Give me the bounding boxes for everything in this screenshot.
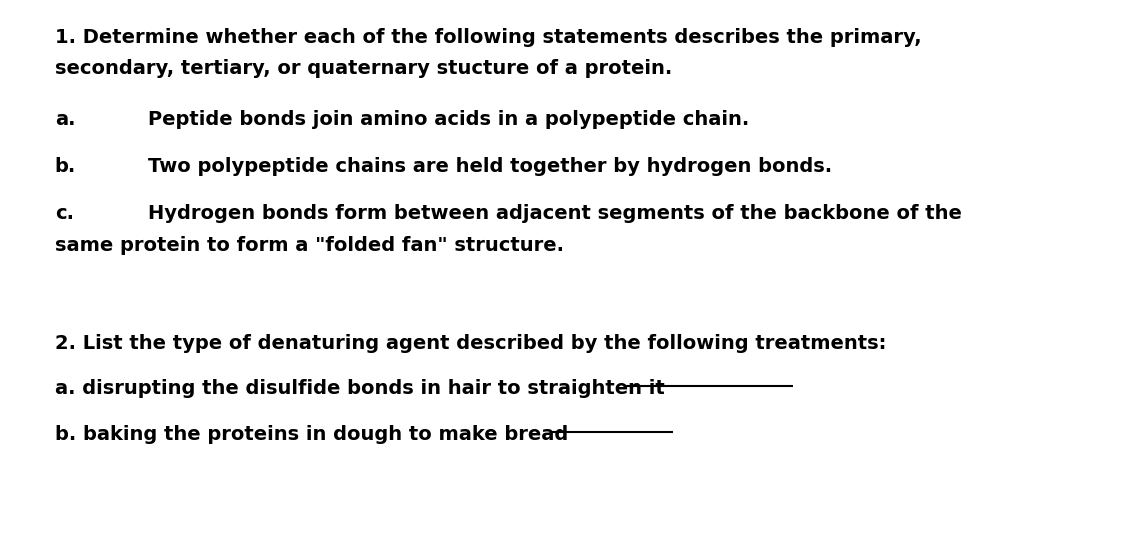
Text: 1. Determine whether each of the following statements describes the primary,: 1. Determine whether each of the followi… <box>55 28 922 47</box>
Text: b.: b. <box>55 157 76 176</box>
Text: b. baking the proteins in dough to make bread: b. baking the proteins in dough to make … <box>55 425 568 444</box>
Text: Peptide bonds join amino acids in a polypeptide chain.: Peptide bonds join amino acids in a poly… <box>148 110 750 128</box>
Text: Two polypeptide chains are held together by hydrogen bonds.: Two polypeptide chains are held together… <box>148 157 833 176</box>
Text: Hydrogen bonds form between adjacent segments of the backbone of the: Hydrogen bonds form between adjacent seg… <box>148 204 962 223</box>
Text: a. disrupting the disulfide bonds in hair to straighten it: a. disrupting the disulfide bonds in hai… <box>55 379 664 398</box>
Text: same protein to form a "folded fan" structure.: same protein to form a "folded fan" stru… <box>55 236 564 255</box>
Text: secondary, tertiary, or quaternary stucture of a protein.: secondary, tertiary, or quaternary stuct… <box>55 59 672 78</box>
Text: c.: c. <box>55 204 74 223</box>
Text: a.: a. <box>55 110 75 128</box>
Text: 2. List the type of denaturing agent described by the following treatments:: 2. List the type of denaturing agent des… <box>55 334 887 353</box>
